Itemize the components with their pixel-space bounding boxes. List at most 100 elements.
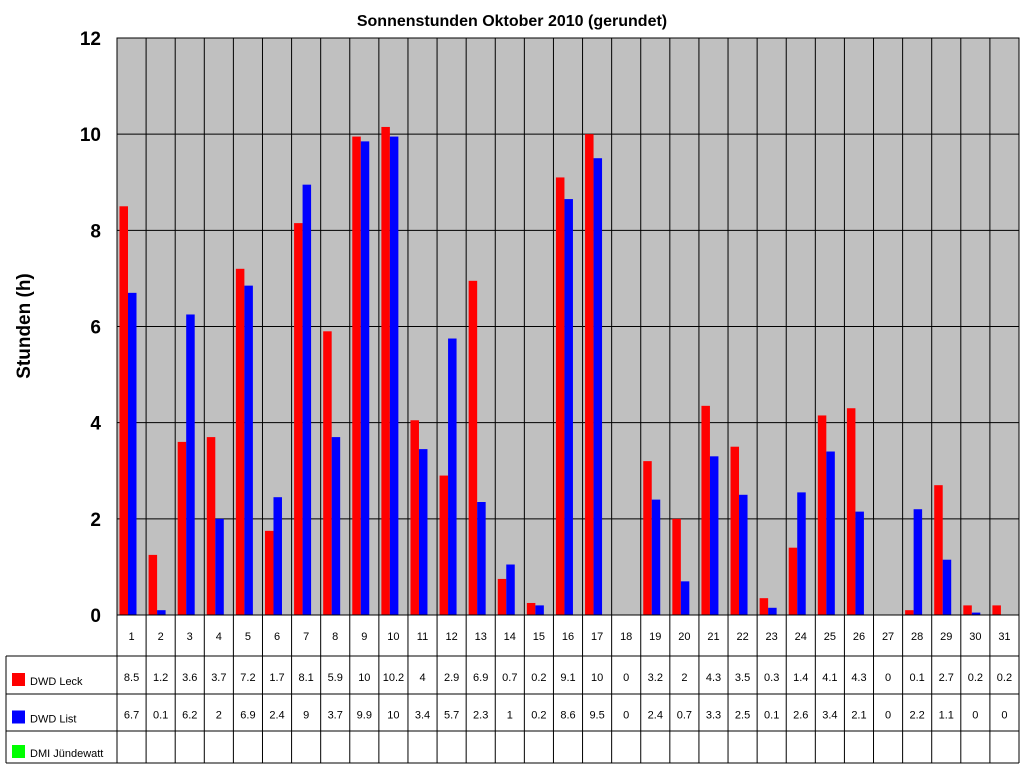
data-label: 2.4 bbox=[648, 710, 663, 722]
bar-dwd-list-19 bbox=[651, 499, 661, 615]
bar-dwd-list-23 bbox=[768, 607, 777, 615]
data-label: 2.1 bbox=[851, 710, 866, 722]
data-label: 10 bbox=[591, 672, 603, 684]
data-label: 2 bbox=[681, 672, 687, 684]
bar-dwd-leck-31 bbox=[992, 605, 1001, 615]
data-label: 0.1 bbox=[153, 710, 168, 722]
bar-dwd-list-20 bbox=[680, 581, 690, 615]
data-label: 6.9 bbox=[240, 710, 255, 722]
legend-label: DWD Leck bbox=[30, 676, 83, 688]
bar-dwd-leck-6 bbox=[264, 530, 274, 615]
y-tick-label: 10 bbox=[80, 125, 101, 146]
bar-dwd-list-10 bbox=[389, 136, 399, 615]
x-tick-label: 12 bbox=[445, 631, 457, 643]
data-label: 0.3 bbox=[764, 672, 779, 684]
data-label: 5.7 bbox=[444, 710, 459, 722]
legend-label: DWD List bbox=[30, 714, 76, 726]
bar-dwd-list-14 bbox=[506, 564, 515, 615]
data-label: 6.9 bbox=[473, 672, 488, 684]
legend-label: DMI Jündewatt bbox=[30, 748, 103, 760]
bar-dwd-leck-17 bbox=[585, 134, 594, 615]
x-tick-label: 3 bbox=[187, 631, 193, 643]
data-label: 3.4 bbox=[822, 710, 837, 722]
data-label: 1.7 bbox=[269, 672, 284, 684]
x-tick-label: 23 bbox=[766, 631, 778, 643]
data-label: 0 bbox=[885, 672, 891, 684]
x-tick-label: 8 bbox=[332, 631, 338, 643]
data-label: 1 bbox=[507, 710, 513, 722]
data-label: 8.5 bbox=[124, 672, 139, 684]
x-tick-label: 16 bbox=[562, 631, 574, 643]
x-tick-label: 29 bbox=[940, 631, 952, 643]
x-tick-label: 24 bbox=[795, 631, 807, 643]
data-label: 0.7 bbox=[677, 710, 692, 722]
data-label: 0.1 bbox=[910, 672, 925, 684]
bar-dwd-list-28 bbox=[913, 509, 923, 615]
bar-dwd-leck-22 bbox=[730, 446, 740, 615]
x-tick-label: 18 bbox=[620, 631, 632, 643]
x-tick-label: 19 bbox=[649, 631, 661, 643]
data-label: 9.9 bbox=[357, 710, 372, 722]
x-tick-label: 2 bbox=[158, 631, 164, 643]
x-tick-label: 5 bbox=[245, 631, 251, 643]
bar-dwd-list-3 bbox=[186, 314, 195, 615]
bar-dwd-list-26 bbox=[855, 511, 864, 615]
bar-dwd-leck-29 bbox=[934, 485, 943, 615]
data-label: 3.2 bbox=[648, 672, 663, 684]
data-label: 4.3 bbox=[706, 672, 721, 684]
data-label: 3.7 bbox=[328, 710, 343, 722]
x-tick-label: 15 bbox=[533, 631, 545, 643]
data-label: 0.2 bbox=[997, 672, 1012, 684]
data-table: 1 2 3 4 5 6 7 8 9 10 11 12 13 14 15 16 17 18 19 20 21 22 23 24 2… bbox=[5, 614, 1019, 764]
x-tick-label: 17 bbox=[591, 631, 603, 643]
bar-dwd-leck-3 bbox=[177, 441, 187, 615]
bar-dwd-list-17 bbox=[593, 158, 603, 616]
x-tick-label: 26 bbox=[853, 631, 865, 643]
bar-dwd-leck-28 bbox=[905, 610, 914, 615]
data-label: 0 bbox=[972, 710, 978, 722]
x-tick-label: 1 bbox=[128, 631, 134, 643]
bar-dwd-list-7 bbox=[302, 184, 312, 615]
data-label: 2 bbox=[216, 710, 222, 722]
data-label: 3.4 bbox=[415, 710, 430, 722]
bar-dwd-list-12 bbox=[448, 338, 457, 615]
data-label: 2.5 bbox=[735, 710, 750, 722]
data-label: 3.6 bbox=[182, 672, 197, 684]
bar-dwd-list-2 bbox=[157, 610, 166, 615]
data-label: 10.2 bbox=[383, 672, 404, 684]
x-tick-label: 11 bbox=[417, 631, 428, 643]
data-label: 3.7 bbox=[211, 672, 226, 684]
data-label: 1.1 bbox=[939, 710, 954, 722]
y-axis-label: Stunden (h) bbox=[14, 273, 35, 379]
x-tick-label: 27 bbox=[882, 631, 894, 643]
bar-dwd-leck-21 bbox=[701, 405, 710, 615]
bar-dwd-leck-1 bbox=[119, 206, 128, 615]
data-label: 0.1 bbox=[764, 710, 779, 722]
y-tick-label: 6 bbox=[90, 318, 101, 339]
x-tick-label: 21 bbox=[707, 631, 719, 643]
data-label: 2.4 bbox=[269, 710, 284, 722]
bar-dwd-list-24 bbox=[797, 492, 806, 615]
legend-swatch bbox=[12, 673, 25, 686]
x-tick-label: 4 bbox=[216, 631, 222, 643]
bar-dwd-leck-19 bbox=[643, 461, 652, 615]
data-label: 0.2 bbox=[968, 672, 983, 684]
data-label: 9 bbox=[303, 710, 309, 722]
x-tick-label: 31 bbox=[998, 631, 1010, 643]
bar-dwd-list-5 bbox=[244, 285, 253, 615]
x-tick-label: 25 bbox=[824, 631, 836, 643]
bar-dwd-list-8 bbox=[331, 437, 341, 615]
data-label: 2.3 bbox=[473, 710, 488, 722]
bar-dwd-list-11 bbox=[418, 449, 428, 615]
x-tick-label: 30 bbox=[969, 631, 981, 643]
bar-dwd-leck-14 bbox=[497, 578, 507, 615]
bar-dwd-leck-10 bbox=[381, 126, 390, 616]
data-label: 10 bbox=[358, 672, 370, 684]
data-label: 6.7 bbox=[124, 710, 139, 722]
bar-dwd-list-21 bbox=[709, 456, 719, 615]
data-label: 0 bbox=[623, 672, 629, 684]
data-label: 2.6 bbox=[793, 710, 808, 722]
data-label: 0 bbox=[623, 710, 629, 722]
data-label: 4 bbox=[419, 672, 425, 684]
